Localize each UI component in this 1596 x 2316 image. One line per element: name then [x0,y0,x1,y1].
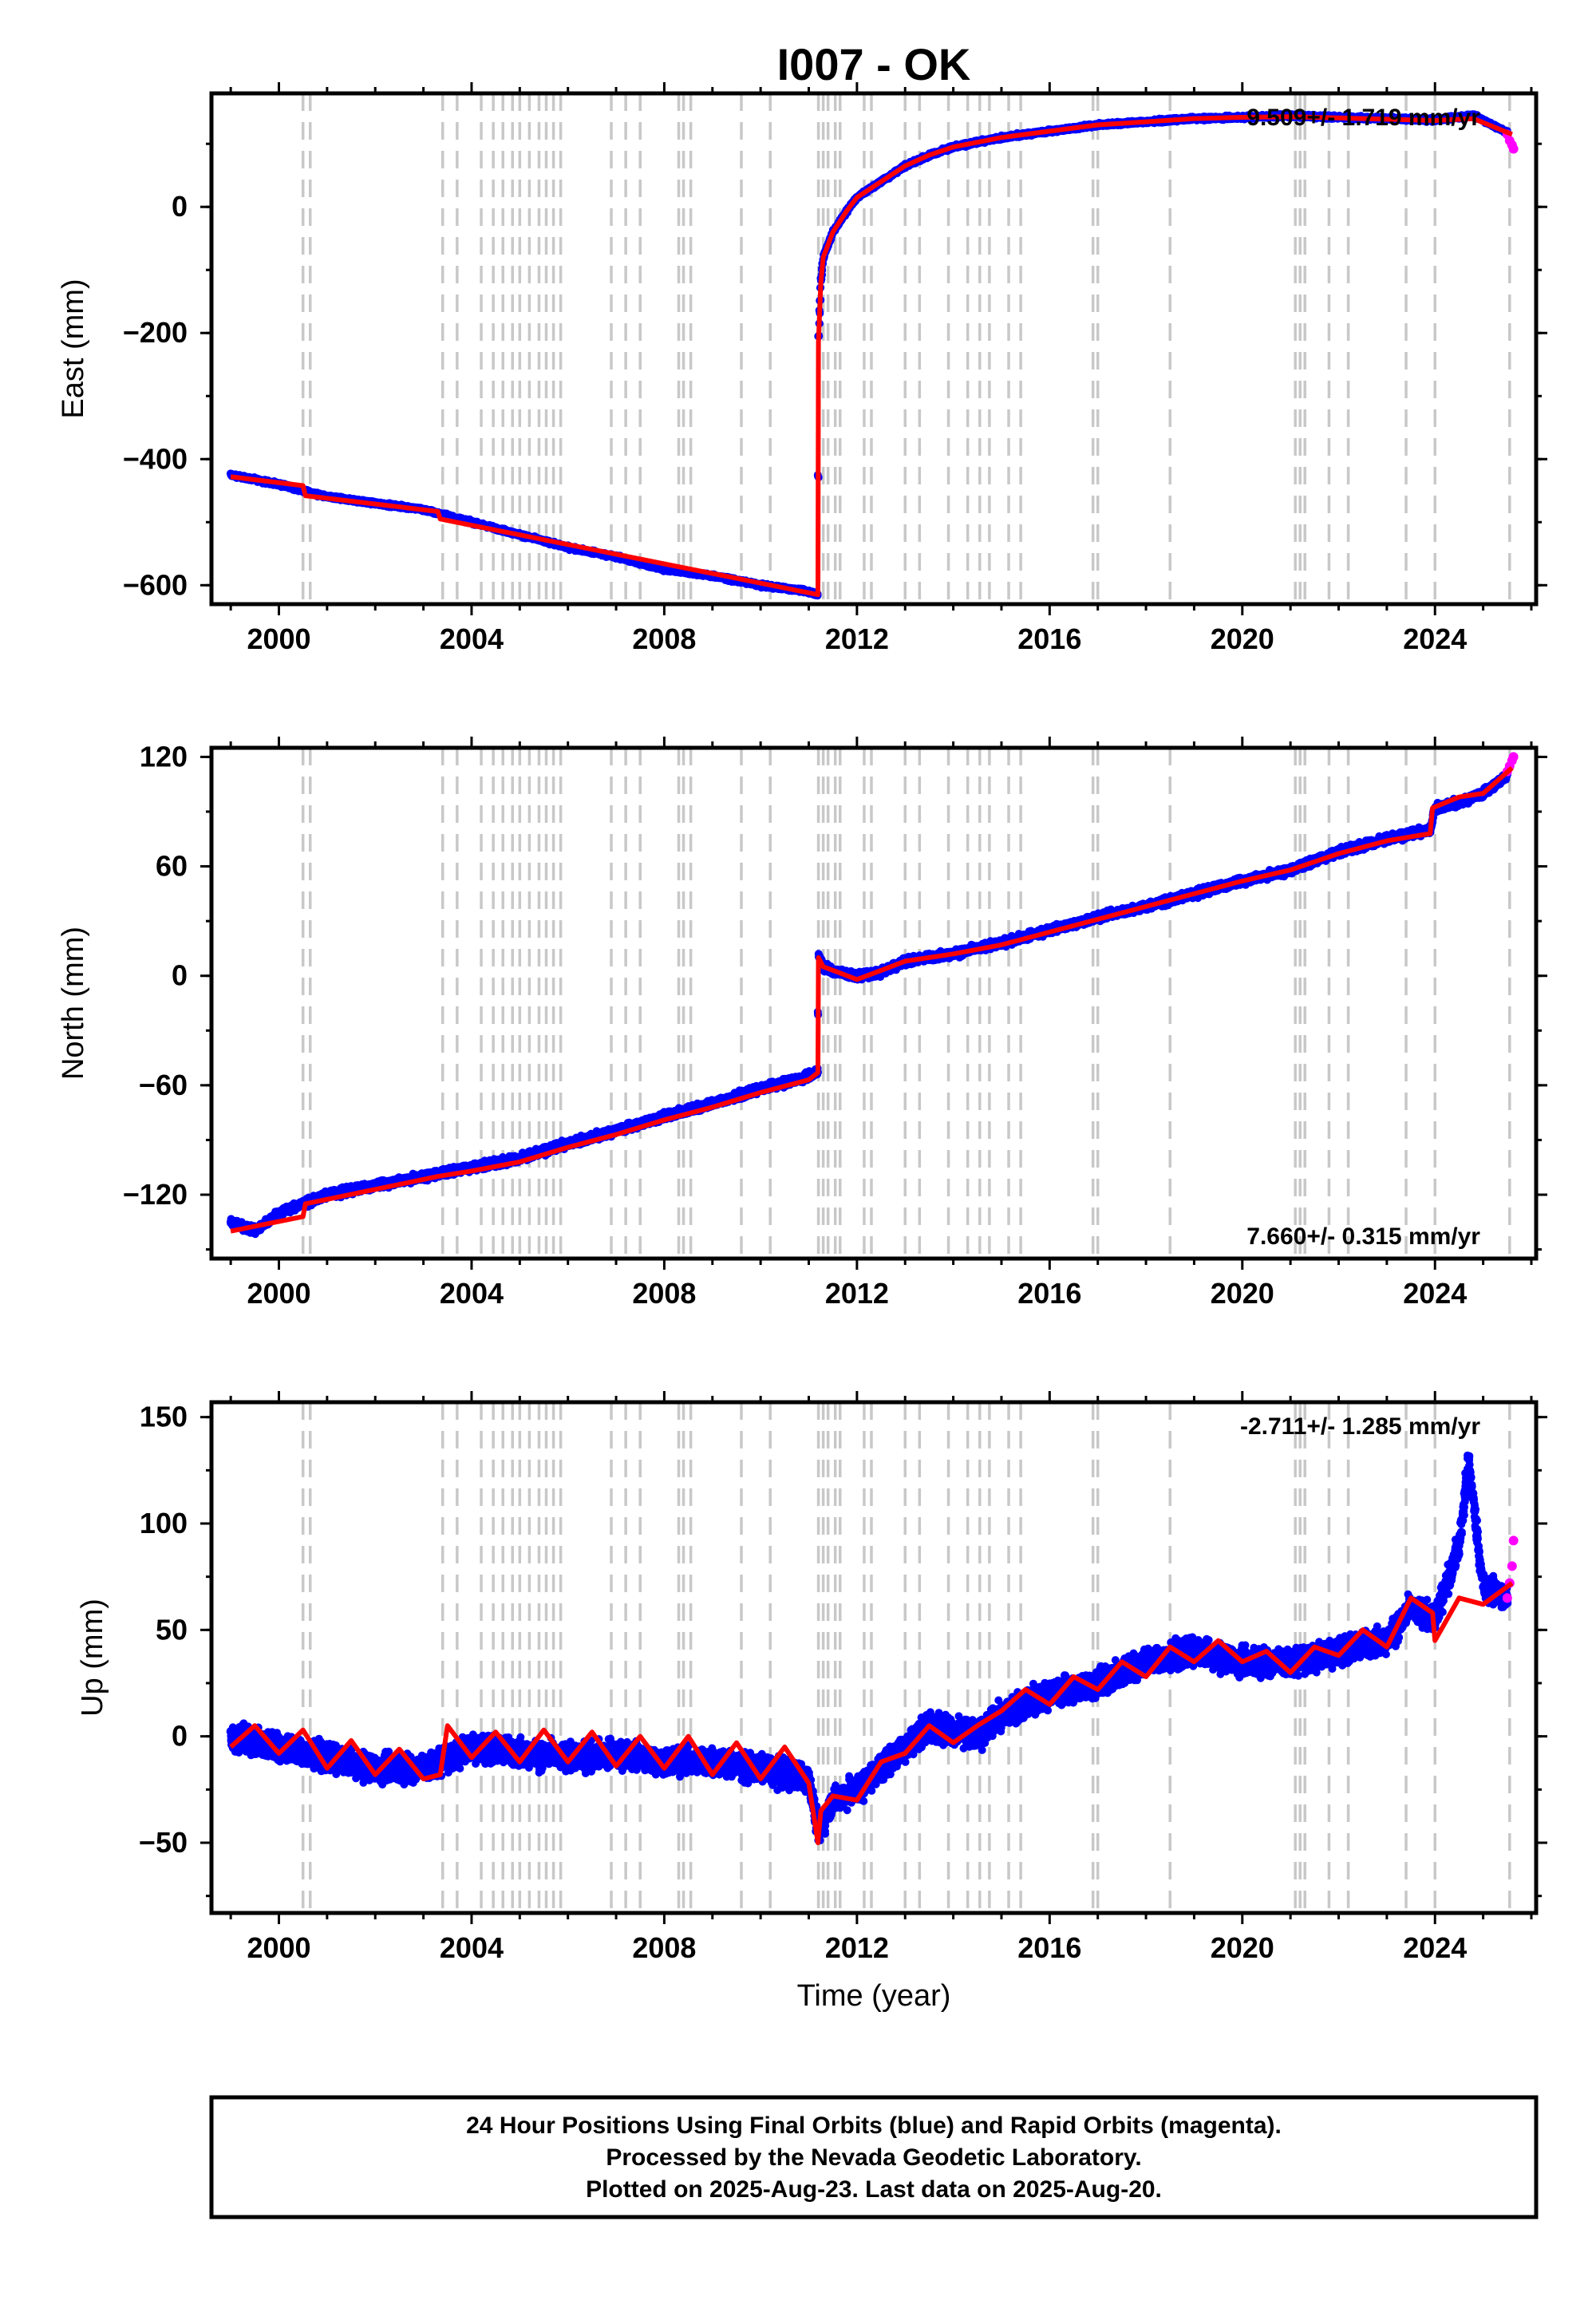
y-tick-label: −120 [123,1178,188,1211]
rapid-orbit-point [1508,144,1519,154]
x-tick-label: 2020 [1211,622,1274,655]
y-tick-label: 50 [156,1613,188,1646]
x-tick-label: 2004 [440,1277,504,1310]
rate-label: 7.660+/- 0.315 mm/yr [1246,1223,1480,1250]
final-orbit-points [226,769,1512,1239]
x-tick-label: 2000 [247,1931,310,1964]
x-tick-label: 2016 [1017,622,1081,655]
x-tick-label: 2000 [247,622,310,655]
y-axis-title: Up (mm) [76,1599,109,1717]
rapid-orbit-point [1508,1535,1519,1546]
y-axis-title: East (mm) [57,279,90,418]
y-tick-label: −60 [139,1069,188,1101]
y-tick-label: −600 [123,568,188,601]
x-tick-label: 2008 [632,1931,696,1964]
x-tick-label: 2004 [440,622,504,655]
x-tick-label: 2004 [440,1931,504,1964]
y-tick-label: 0 [172,190,188,223]
x-tick-label: 2012 [825,1931,889,1964]
y-tick-label: 60 [156,850,188,883]
north-panel: 2000 2004 2008 2012 2016 2020 2024 −120 −60 0 60 12… [57,737,1547,1310]
model-line [229,1581,1514,1845]
rate-label: -2.711+/- 1.285 mm/yr [1240,1413,1480,1440]
plot-frame [209,745,1539,1261]
rate-label: 9.509+/- 1.719 mm/yr [1246,105,1480,131]
series-layer [226,752,1519,1239]
y-tick-label: −400 [123,442,188,475]
east-panel: 2000 2004 2008 2012 2016 2020 2024 −600 −400 −200… [57,82,1547,655]
x-tick-label: 2012 [825,622,889,655]
footer-line-2: Processed by the Nevada Geodetic Laborat… [606,2144,1141,2171]
final-orbit-points [226,1451,1512,1845]
rapid-orbit-point [1507,1561,1517,1571]
x-tick-label: 2000 [247,1277,310,1310]
x-tick-label: 2020 [1211,1931,1274,1964]
y-axis-title: North (mm) [57,927,90,1080]
y-tick-label: −200 [123,316,188,349]
model-line [230,765,1514,1234]
plot-frame [209,91,1539,607]
y-tick-label: 120 [140,740,188,773]
x-tick-label: 2008 [632,1277,696,1310]
x-tick-label: 2024 [1403,622,1467,655]
model-line [230,114,1513,598]
x-tick-label: 2012 [825,1277,889,1310]
y-tick-label: 0 [172,1720,188,1753]
x-tick-label: 2008 [632,622,696,655]
x-tick-label: 2016 [1017,1277,1081,1310]
series-layer [226,109,1519,600]
x-tick-label: 2016 [1017,1931,1081,1964]
footer-line-1: 24 Hour Positions Using Final Orbits (bl… [466,2112,1282,2139]
rapid-orbit-point [1502,1593,1512,1603]
plot-area [211,93,1536,604]
plot-frame [209,1400,1539,1915]
up-panel: 2000 2004 2008 2012 2016 2020 2024 −50 0 50 100 150… [76,1391,1547,1964]
y-tick-label: 150 [140,1401,188,1433]
y-tick-label: 100 [140,1507,188,1539]
footer-box [209,2095,1539,2219]
x-axis-title: Time (year) [797,1979,951,2013]
chart-title: I007 - OK [777,39,971,89]
series-layer [226,1451,1519,1845]
y-tick-label: 0 [172,959,188,992]
rapid-orbit-point [1508,752,1519,762]
footer-line-3: Plotted on 2025-Aug-23. Last data on 202… [586,2176,1162,2203]
y-tick-label: −50 [139,1826,188,1859]
x-tick-label: 2024 [1403,1277,1467,1310]
x-tick-label: 2024 [1403,1931,1467,1964]
x-tick-label: 2020 [1211,1277,1274,1310]
